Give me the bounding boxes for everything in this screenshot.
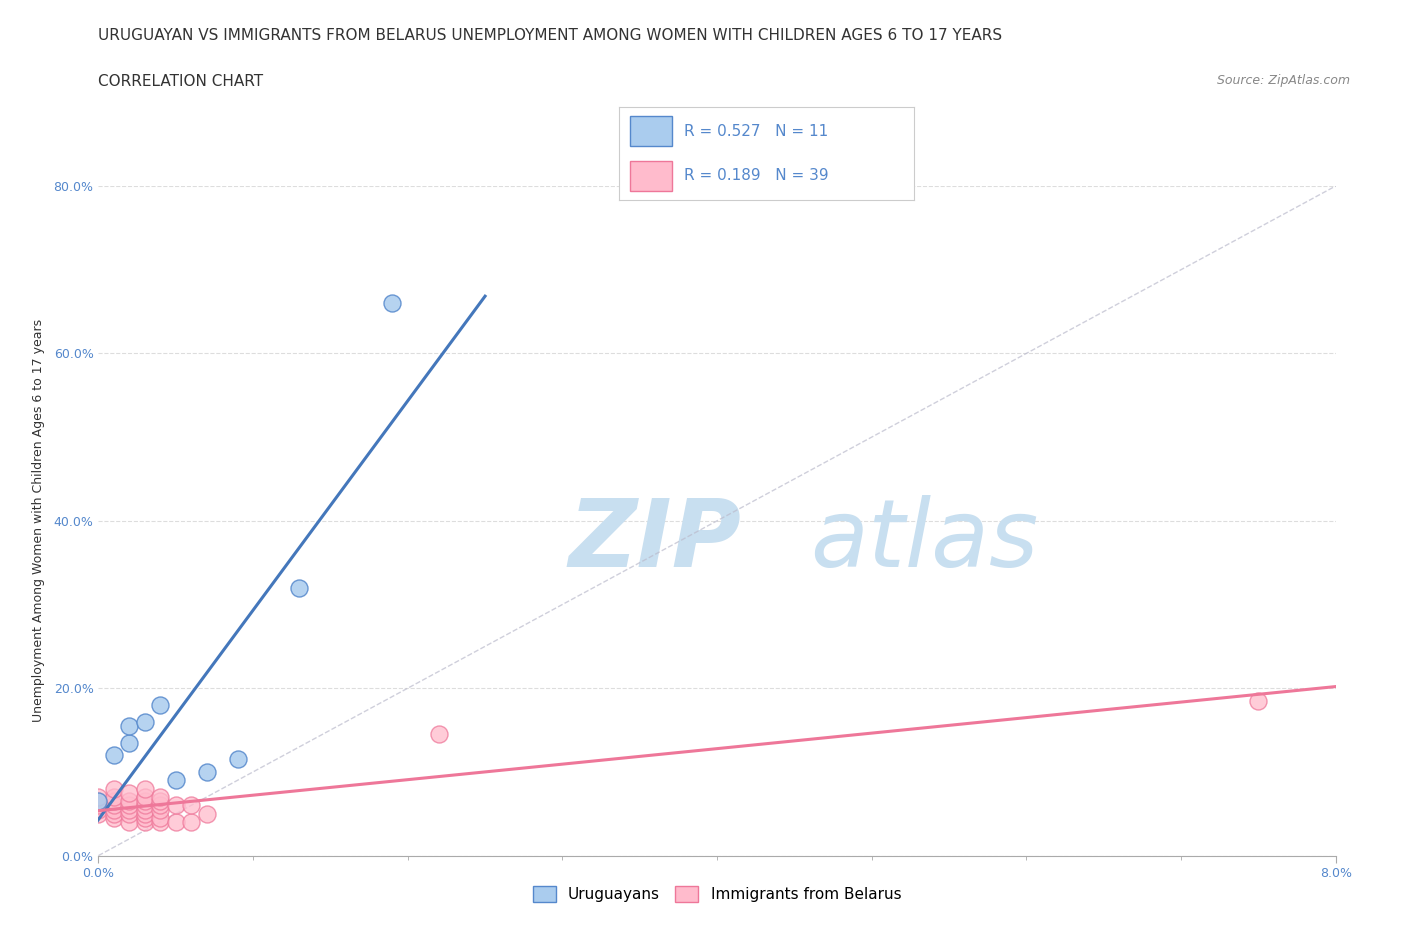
- Point: [134, 802, 156, 817]
- Point: [103, 802, 125, 817]
- Text: R = 0.527   N = 11: R = 0.527 N = 11: [683, 124, 828, 139]
- Point: [165, 773, 187, 788]
- Point: [103, 806, 125, 821]
- Point: [1247, 694, 1270, 709]
- FancyBboxPatch shape: [630, 116, 672, 146]
- Point: [134, 781, 156, 796]
- Point: [149, 698, 172, 712]
- Y-axis label: Unemployment Among Women with Children Ages 6 to 17 years: Unemployment Among Women with Children A…: [32, 319, 45, 723]
- Point: [118, 794, 141, 809]
- Point: [87, 798, 110, 813]
- Point: [103, 811, 125, 826]
- Point: [118, 815, 141, 830]
- Point: [103, 748, 125, 763]
- Point: [134, 790, 156, 804]
- Text: atlas: atlas: [810, 496, 1038, 587]
- Point: [87, 794, 110, 809]
- Point: [427, 727, 450, 742]
- Legend: Uruguayans, Immigrants from Belarus: Uruguayans, Immigrants from Belarus: [527, 880, 907, 909]
- Point: [118, 798, 141, 813]
- Text: R = 0.189   N = 39: R = 0.189 N = 39: [683, 168, 828, 183]
- Point: [149, 802, 172, 817]
- Point: [103, 798, 125, 813]
- Point: [134, 806, 156, 821]
- Point: [103, 790, 125, 804]
- Point: [149, 798, 172, 813]
- Point: [87, 790, 110, 804]
- Point: [149, 811, 172, 826]
- Point: [226, 751, 249, 766]
- Text: URUGUAYAN VS IMMIGRANTS FROM BELARUS UNEMPLOYMENT AMONG WOMEN WITH CHILDREN AGES: URUGUAYAN VS IMMIGRANTS FROM BELARUS UNE…: [98, 28, 1002, 43]
- Text: CORRELATION CHART: CORRELATION CHART: [98, 74, 263, 89]
- Point: [165, 798, 187, 813]
- Point: [87, 802, 110, 817]
- Point: [118, 735, 141, 750]
- Text: Source: ZipAtlas.com: Source: ZipAtlas.com: [1216, 74, 1350, 87]
- Point: [118, 806, 141, 821]
- Point: [134, 714, 156, 729]
- Point: [134, 811, 156, 826]
- Point: [381, 296, 404, 311]
- Point: [288, 580, 311, 595]
- Point: [134, 815, 156, 830]
- Point: [149, 794, 172, 809]
- Point: [165, 815, 187, 830]
- Point: [103, 781, 125, 796]
- Point: [103, 794, 125, 809]
- Point: [195, 764, 218, 779]
- Point: [195, 806, 218, 821]
- Point: [149, 790, 172, 804]
- FancyBboxPatch shape: [630, 161, 672, 191]
- Point: [149, 815, 172, 830]
- Point: [118, 785, 141, 800]
- Point: [87, 794, 110, 809]
- Point: [180, 815, 202, 830]
- Point: [118, 802, 141, 817]
- Point: [180, 798, 202, 813]
- Point: [118, 719, 141, 734]
- Text: ZIP: ZIP: [568, 495, 741, 587]
- Point: [134, 798, 156, 813]
- Point: [134, 794, 156, 809]
- Point: [87, 806, 110, 821]
